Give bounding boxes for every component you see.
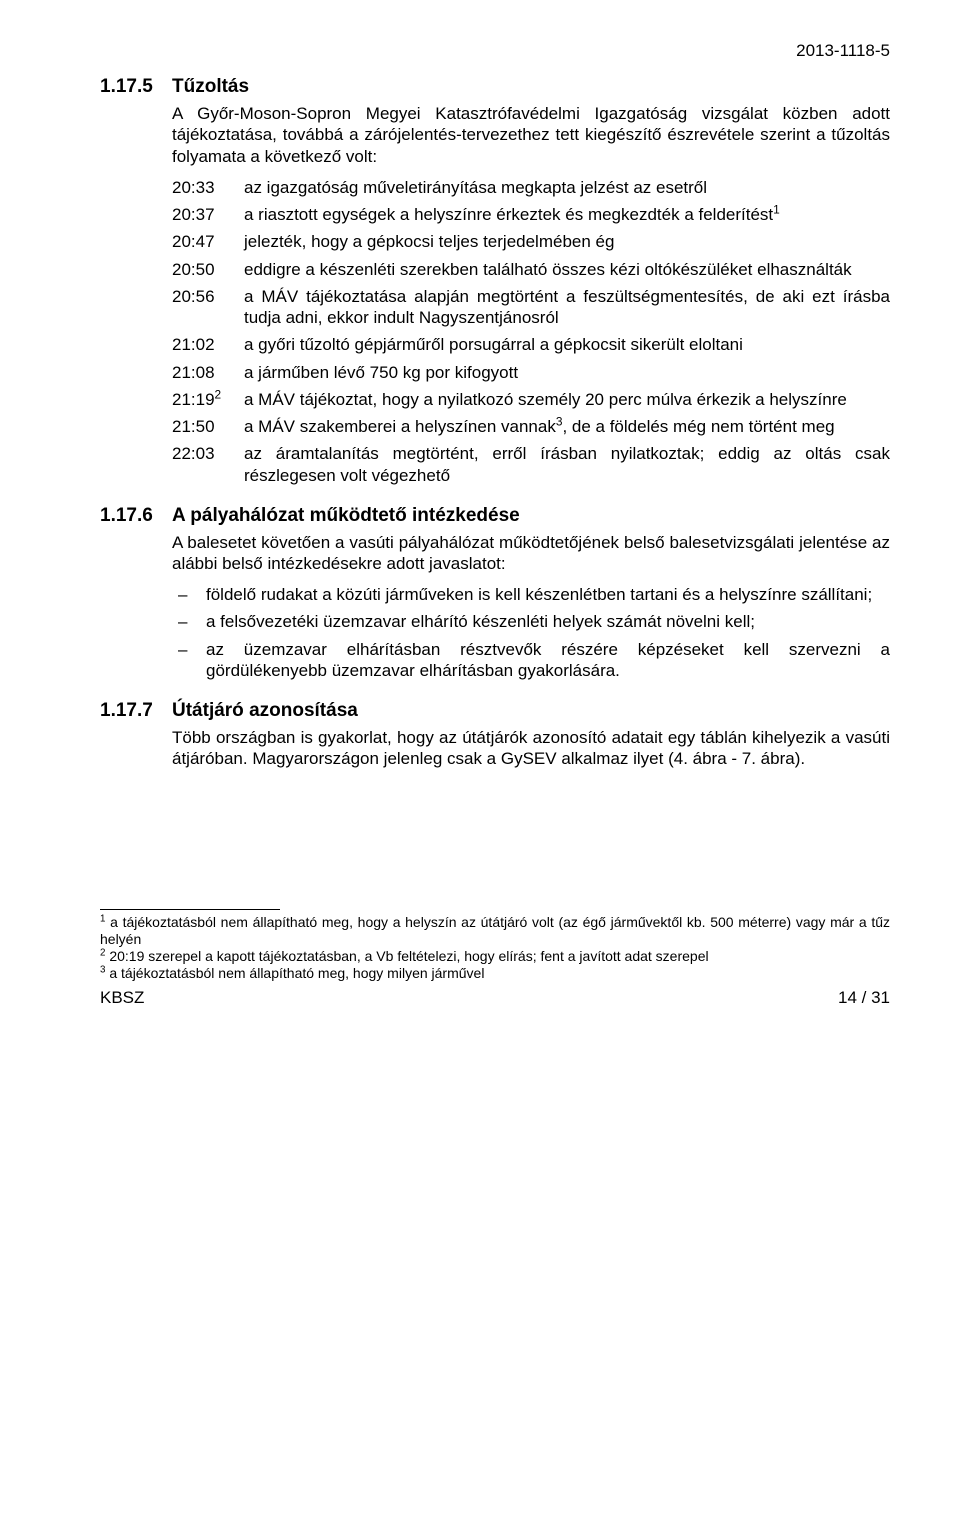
time-label: 22:03: [172, 443, 244, 486]
footer-left: KBSZ: [100, 987, 144, 1008]
footnote-num: 1: [100, 914, 105, 925]
footnote-ref: 2: [215, 387, 222, 401]
time-label: 20:50: [172, 259, 244, 280]
bullet-text: az üzemzavar elhárításban résztvevők rés…: [206, 639, 890, 682]
footnote-text: a tájékoztatásból nem állapítható meg, h…: [109, 965, 484, 981]
time-text: jelezték, hogy a gépkocsi teljes terjede…: [244, 231, 890, 252]
page-footer: KBSZ 14 / 31: [100, 987, 890, 1008]
bullet-text: a felsővezetéki üzemzavar elhárító késze…: [206, 611, 890, 632]
footnote-ref: 1: [773, 202, 780, 216]
time-label: 20:47: [172, 231, 244, 252]
time-label: 20:33: [172, 177, 244, 198]
section-body: A Győr-Moson-Sopron Megyei Katasztrófavé…: [172, 103, 890, 486]
time-row: 21:50 a MÁV szakemberei a helyszínen van…: [172, 416, 890, 437]
time-row: 21:192 a MÁV tájékoztat, hogy a nyilatko…: [172, 389, 890, 410]
time-label: 21:02: [172, 334, 244, 355]
section-1175: 1.17.5 Tűzoltás A Győr-Moson-Sopron Megy…: [100, 75, 890, 486]
time-row: 20:50 eddigre a készenléti szerekben tal…: [172, 259, 890, 280]
time-label: 20:56: [172, 286, 244, 329]
document-id: 2013-1118-5: [100, 40, 890, 61]
footnote-rule: [100, 909, 280, 910]
body-paragraph: Több országban is gyakorlat, hogy az útá…: [172, 727, 890, 770]
section-heading: 1.17.5 Tűzoltás: [100, 75, 890, 99]
section-heading: 1.17.6 A pályahálózat működtető intézked…: [100, 504, 890, 528]
time-text: a győri tűzoltó gépjárműről porsugárral …: [244, 334, 890, 355]
time-text: a járműben lévő 750 kg por kifogyott: [244, 362, 890, 383]
time-text: az áramtalanítás megtörtént, erről írásb…: [244, 443, 890, 486]
footnote-num: 3: [100, 964, 105, 975]
time-text-span: a riasztott egységek a helyszínre érkezt…: [244, 205, 773, 224]
time-text: a MÁV tájékoztatása alapján megtörtént a…: [244, 286, 890, 329]
bullet-dash-icon: –: [172, 584, 206, 605]
time-label-span: 21:19: [172, 390, 215, 409]
section-body: Több országban is gyakorlat, hogy az útá…: [172, 727, 890, 770]
time-row: 20:37 a riasztott egységek a helyszínre …: [172, 204, 890, 225]
section-heading: 1.17.7 Útátjáró azonosítása: [100, 699, 890, 723]
footnote: 3 a tájékoztatásból nem állapítható meg,…: [100, 965, 890, 982]
footnote-num: 2: [100, 947, 105, 958]
bullet-item: – a felsővezetéki üzemzavar elhárító kés…: [172, 611, 890, 632]
time-text: a MÁV tájékoztat, hogy a nyilatkozó szem…: [244, 389, 890, 410]
footnote: 2 20:19 szerepel a kapott tájékoztatásba…: [100, 948, 890, 965]
bullet-dash-icon: –: [172, 611, 206, 632]
footnotes: 1 a tájékoztatásból nem állapítható meg,…: [100, 909, 890, 981]
section-1176: 1.17.6 A pályahálózat működtető intézked…: [100, 504, 890, 681]
time-label: 20:37: [172, 204, 244, 225]
bullet-item: – földelő rudakat a közúti járműveken is…: [172, 584, 890, 605]
section-1177: 1.17.7 Útátjáró azonosítása Több országb…: [100, 699, 890, 769]
time-row: 21:08 a járműben lévő 750 kg por kifogyo…: [172, 362, 890, 383]
time-label: 21:08: [172, 362, 244, 383]
time-row: 21:02 a győri tűzoltó gépjárműről porsug…: [172, 334, 890, 355]
section-title: A pályahálózat működtető intézkedése: [172, 504, 890, 528]
footer-right: 14 / 31: [838, 987, 890, 1008]
time-row: 22:03 az áramtalanítás megtörtént, erről…: [172, 443, 890, 486]
time-row: 20:56 a MÁV tájékoztatása alapján megtör…: [172, 286, 890, 329]
time-text: a riasztott egységek a helyszínre érkezt…: [244, 204, 890, 225]
section-number: 1.17.6: [100, 504, 172, 528]
time-row: 20:33 az igazgatóság műveletirányítása m…: [172, 177, 890, 198]
footnote-text: 20:19 szerepel a kapott tájékoztatásban,…: [109, 948, 708, 964]
footnote-text: a tájékoztatásból nem állapítható meg, h…: [100, 914, 890, 947]
bullet-item: – az üzemzavar elhárításban résztvevők r…: [172, 639, 890, 682]
time-text-tail: , de a földelés még nem történt meg: [562, 417, 834, 436]
time-text-span: a MÁV szakemberei a helyszínen vannak: [244, 417, 556, 436]
time-label: 21:50: [172, 416, 244, 437]
time-text: a MÁV szakemberei a helyszínen vannak3, …: [244, 416, 890, 437]
time-text: eddigre a készenléti szerekben található…: [244, 259, 890, 280]
bullet-text: földelő rudakat a közúti járműveken is k…: [206, 584, 890, 605]
section-title: Tűzoltás: [172, 75, 890, 99]
intro-paragraph: A balesetet követően a vasúti pályahálóz…: [172, 532, 890, 575]
bullet-dash-icon: –: [172, 639, 206, 682]
time-text: az igazgatóság műveletirányítása megkapt…: [244, 177, 890, 198]
footnote: 1 a tájékoztatásból nem állapítható meg,…: [100, 914, 890, 948]
section-title: Útátjáró azonosítása: [172, 699, 890, 723]
time-row: 20:47 jelezték, hogy a gépkocsi teljes t…: [172, 231, 890, 252]
section-number: 1.17.7: [100, 699, 172, 723]
section-number: 1.17.5: [100, 75, 172, 99]
intro-paragraph: A Győr-Moson-Sopron Megyei Katasztrófavé…: [172, 103, 890, 167]
time-label: 21:192: [172, 389, 244, 410]
section-body: A balesetet követően a vasúti pályahálóz…: [172, 532, 890, 682]
